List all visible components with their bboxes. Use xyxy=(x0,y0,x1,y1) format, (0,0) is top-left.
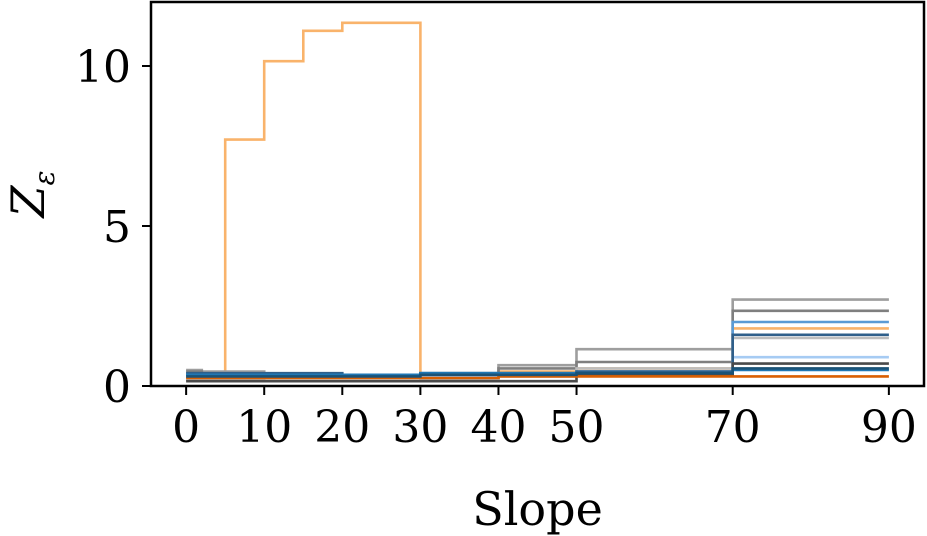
x-tick-label: 30 xyxy=(392,402,448,453)
series-line-1 xyxy=(186,21,889,380)
x-tick-label: 10 xyxy=(236,402,292,453)
series-line-11 xyxy=(186,367,889,378)
x-tick-label: 50 xyxy=(549,402,605,453)
series-line-5 xyxy=(186,320,889,377)
x-axis-ticks: 0 10 20 30 40 50 70 90 xyxy=(172,386,917,453)
y-axis-ticks: 0 5 10 xyxy=(75,42,151,413)
x-tick-label: 90 xyxy=(861,402,917,453)
y-axis-title-main: Z xyxy=(1,185,55,220)
x-tick-label: 40 xyxy=(470,402,526,453)
x-axis-title: Slope xyxy=(472,482,603,536)
series-layer xyxy=(186,21,889,383)
y-tick-label: 0 xyxy=(103,362,131,413)
series-line-9 xyxy=(186,375,889,380)
svg-text:Zε: Zε xyxy=(1,171,61,220)
y-tick-label: 5 xyxy=(103,202,131,253)
y-axis-title-subscript: ε xyxy=(28,171,61,186)
y-axis-title: Zε xyxy=(1,171,61,220)
x-tick-label: 0 xyxy=(172,402,200,453)
x-tick-label: 20 xyxy=(314,402,370,453)
x-tick-label: 70 xyxy=(705,402,761,453)
y-tick-label: 10 xyxy=(75,42,131,93)
plot-frame xyxy=(149,0,926,388)
